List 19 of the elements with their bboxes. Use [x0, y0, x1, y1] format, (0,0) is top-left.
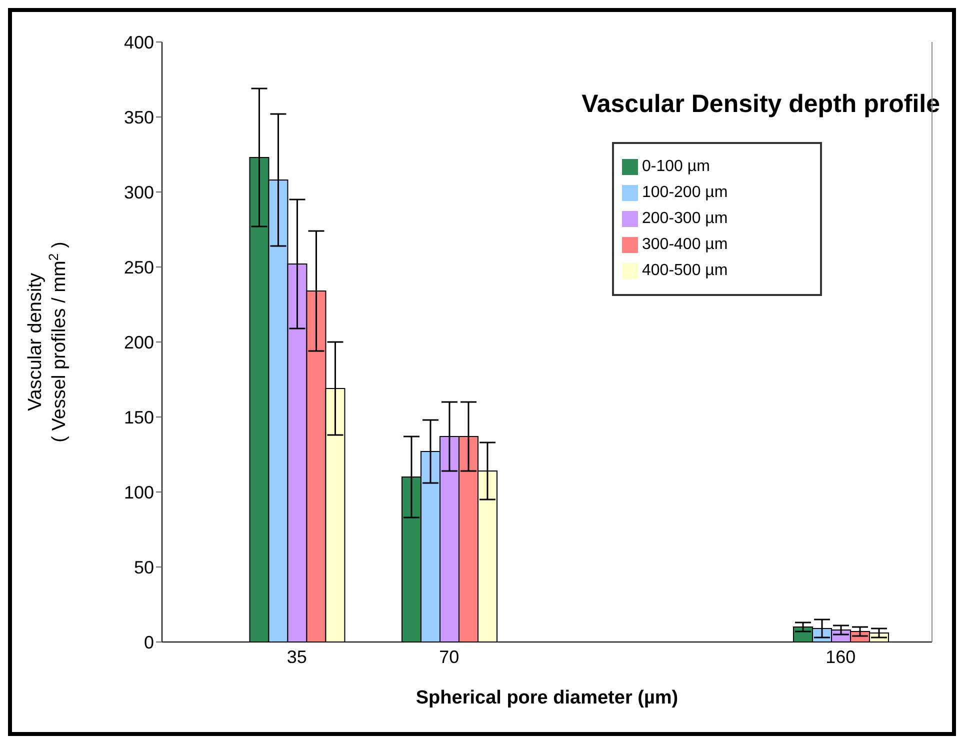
y-tick-label: 0: [144, 632, 154, 652]
y-tick-label: 400: [124, 32, 154, 52]
y-tick-label: 250: [124, 257, 154, 278]
legend-label: 400-500 µm: [642, 262, 728, 279]
legend-label: 100-200 µm: [642, 184, 728, 201]
y-tick-label: 150: [124, 407, 154, 428]
legend-label: 0-100 µm: [642, 158, 710, 175]
y-tick-label: 300: [124, 182, 154, 202]
y-tick-label: 200: [124, 332, 154, 352]
y-tick-label: 350: [124, 107, 154, 128]
y-tick-label: 50: [134, 557, 154, 578]
x-tick-label: 35: [286, 646, 307, 667]
legend-label: 300-400 µm: [642, 236, 728, 253]
x-axis-title: Spherical pore diameter (µm): [416, 687, 678, 708]
x-tick-label: 70: [439, 646, 460, 667]
legend-label: 200-300 µm: [642, 210, 728, 227]
y-tick-label: 100: [124, 482, 154, 502]
text: Vascular Density depth profile: [582, 90, 940, 118]
x-tick-label: 160: [826, 646, 856, 667]
